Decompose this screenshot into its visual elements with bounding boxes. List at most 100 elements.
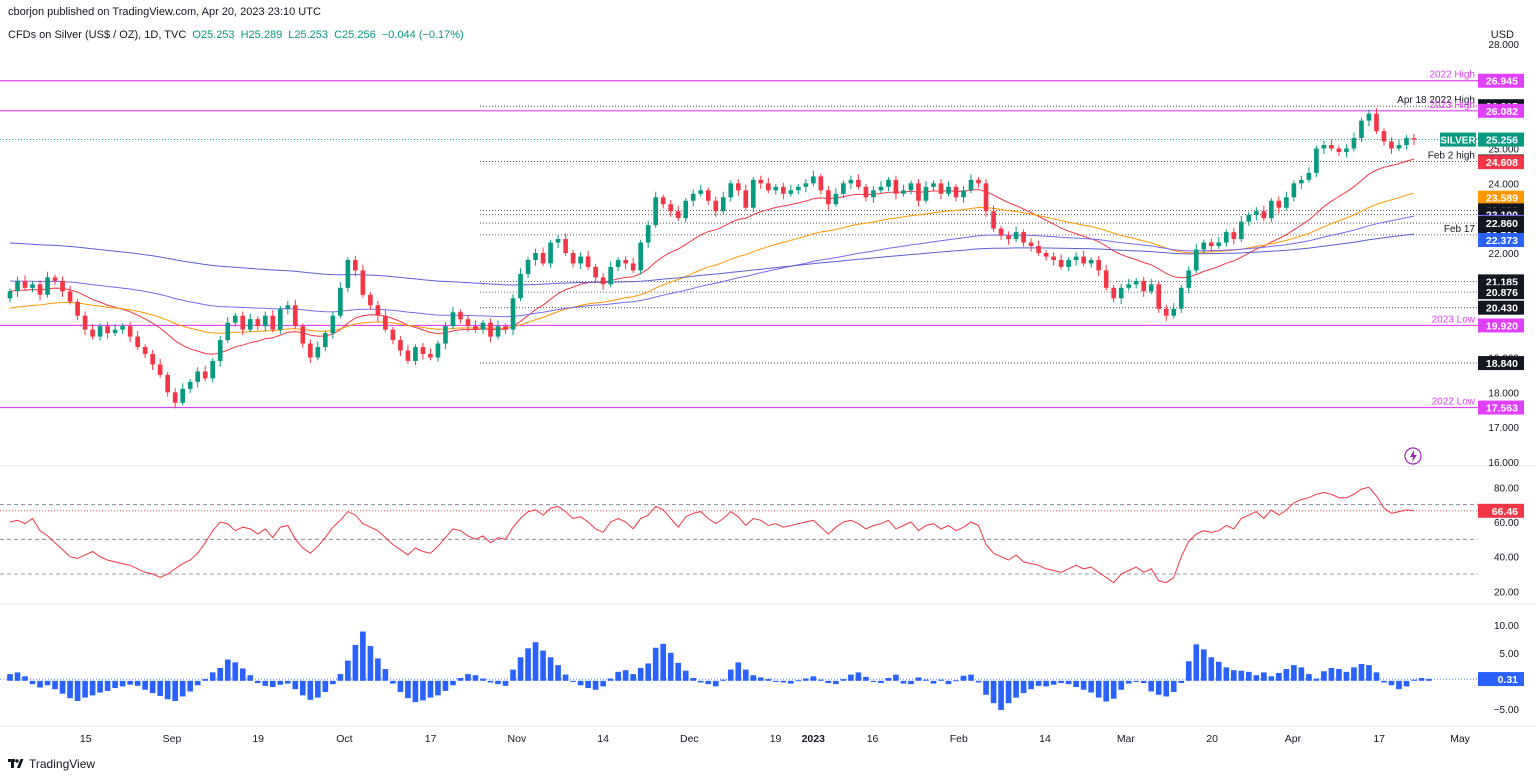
price-label-badge <box>1478 233 1524 248</box>
ao-bar <box>179 680 186 697</box>
brand-footer[interactable]: TradingView <box>8 757 95 771</box>
ao-bar <box>540 650 546 681</box>
ao-bar <box>142 680 148 690</box>
ao-bar <box>1351 667 1357 681</box>
level-annotation: 2022 High <box>1429 70 1475 81</box>
ao-bar <box>622 670 629 681</box>
ao-bar <box>863 676 869 681</box>
ao-bar <box>1381 680 1387 683</box>
price-label-text: 24.608 <box>1486 157 1518 169</box>
candle-body <box>1389 141 1394 149</box>
ao-bar <box>157 680 163 696</box>
candle-body <box>533 253 538 260</box>
candle-body <box>225 322 231 341</box>
candle-body <box>232 315 238 323</box>
candle-body <box>675 211 681 219</box>
ohlc-change: −0.044 (−0.17%) <box>381 29 464 41</box>
candle-body <box>788 190 794 194</box>
candle-body <box>1111 287 1117 299</box>
ao-bar <box>998 680 1004 710</box>
candle-body <box>623 259 628 264</box>
candle-body <box>1246 214 1252 222</box>
candle-body <box>705 190 711 201</box>
ao-bar <box>1230 670 1237 681</box>
candle-body <box>690 193 696 201</box>
ao-bar <box>900 680 907 684</box>
candle-body <box>127 326 133 337</box>
ao-bar <box>1125 680 1132 684</box>
candle-body <box>465 319 471 327</box>
candle-body <box>1201 242 1207 250</box>
candle-body <box>698 190 704 194</box>
ao-bar <box>788 680 794 684</box>
ao-bar <box>795 680 802 682</box>
price-label-badge <box>1478 155 1524 170</box>
ao-bar <box>345 660 351 681</box>
ao-bar <box>600 680 606 687</box>
ao-bar <box>652 647 659 681</box>
ao-bar <box>1276 672 1282 681</box>
price-label-badge <box>1478 318 1524 333</box>
ao-bar <box>682 670 689 681</box>
candle-body <box>1291 183 1297 198</box>
ao-bar <box>675 662 682 681</box>
candle-body <box>1351 138 1357 149</box>
candle-body <box>638 242 644 271</box>
candle-body <box>1178 287 1184 309</box>
time-axis-tick: 17 <box>1373 733 1385 745</box>
ao-bar <box>315 680 321 698</box>
symbol-tag-text: SILVER <box>1440 136 1476 147</box>
candle-body <box>758 179 764 184</box>
ao-bar <box>645 663 651 681</box>
candle-body <box>270 315 276 330</box>
symbol-tag-badge <box>1440 132 1476 147</box>
ao-bar <box>217 667 224 681</box>
ao-bar <box>577 680 584 686</box>
time-axis-tick: 19 <box>770 733 782 745</box>
candle-body <box>923 186 929 201</box>
ao-bar <box>983 680 989 695</box>
candle-body <box>856 179 861 187</box>
ao-bar <box>502 680 509 686</box>
ao-bar <box>555 665 561 681</box>
candle-body <box>743 190 749 208</box>
ao-bar <box>29 680 36 685</box>
candle-body <box>217 340 223 361</box>
candle-body <box>1186 270 1192 288</box>
candle-body <box>285 305 291 309</box>
candle-body <box>277 308 283 330</box>
ao-bar <box>960 675 967 681</box>
candle-body <box>390 329 396 341</box>
candle-body <box>375 305 381 316</box>
candle-body <box>998 228 1004 236</box>
ao-bar <box>1215 661 1222 681</box>
candle-body <box>1261 211 1267 219</box>
candle-body <box>1299 179 1304 184</box>
price-label-text: 20.876 <box>1486 287 1518 299</box>
candle-body <box>1058 259 1064 267</box>
brand-name: TradingView <box>29 757 96 771</box>
candle-body <box>668 204 674 212</box>
ao-bar <box>269 680 276 687</box>
ao-bar <box>420 680 426 701</box>
time-axis-tick: Mar <box>1117 733 1136 745</box>
candle-body <box>1359 120 1364 139</box>
lightning-alert-bolt <box>1410 450 1417 462</box>
price-label-badge <box>1478 73 1524 88</box>
ao-bar <box>1223 667 1230 681</box>
lightning-alert-circle <box>1404 447 1422 465</box>
currency-label: USD <box>1490 29 1514 41</box>
time-axis-tick: May <box>1450 733 1471 745</box>
ao-bar <box>810 676 817 681</box>
ao-bar <box>1080 680 1087 690</box>
candle-body <box>368 294 373 306</box>
ao-bar <box>52 680 58 690</box>
ao-bar <box>570 680 576 682</box>
ao-bar <box>367 646 374 681</box>
candle-body <box>1036 246 1041 253</box>
ao-bar <box>757 677 764 681</box>
time-axis-tick: Oct <box>336 733 352 745</box>
ao-bar <box>930 680 937 684</box>
ao-bar <box>209 672 216 681</box>
